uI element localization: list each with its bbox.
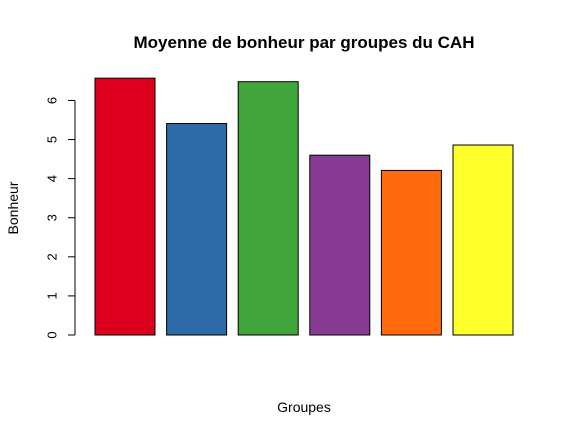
bar-group-4 [309, 154, 371, 336]
bar-group-5 [380, 169, 442, 336]
y-axis: 0 1 2 3 4 5 6 [44, 97, 76, 339]
bar-group-6 [452, 144, 514, 336]
x-axis-label: Groupes [277, 399, 331, 415]
bar-group-2 [166, 123, 228, 336]
bars-group [94, 77, 514, 336]
y-tick-label: 4 [44, 175, 59, 182]
chart-title: Moyenne de bonheur par groupes du CAH [134, 33, 475, 52]
y-tick-label: 3 [44, 214, 59, 221]
y-tick-label: 6 [44, 97, 59, 104]
bar-group-1 [94, 77, 156, 336]
y-tick-label: 5 [44, 136, 59, 143]
bar-group-3 [237, 81, 299, 336]
y-tick-label: 2 [44, 253, 59, 260]
y-tick-label: 1 [44, 292, 59, 299]
y-axis-label: Bonheur [5, 181, 21, 234]
y-tick-label: 0 [44, 331, 59, 338]
